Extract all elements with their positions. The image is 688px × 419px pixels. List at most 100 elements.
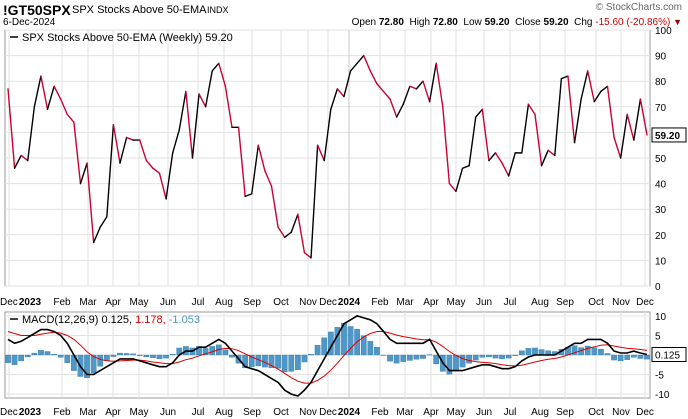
main-series-segment [336,88,345,98]
histogram-bar [275,354,281,369]
main-series-segment [633,98,642,141]
histogram-bar [202,348,209,356]
histogram-bar [163,354,169,359]
histogram-bar [472,354,479,361]
main-series-segment [455,167,464,192]
open-value: 72.80 [378,17,404,28]
main-series-segment [600,85,609,93]
macd-x-tick-label: Jul [192,407,205,418]
histogram-bar [387,354,393,362]
main-series-segment [106,124,115,218]
main-x-tick-label: Feb [53,297,71,308]
main-series-segment [343,70,352,98]
symbol-label: !GT50SPX [3,2,71,18]
main-series-segment [257,144,266,172]
histogram-bar [347,326,354,356]
main-series-segment [567,75,576,144]
main-series-segment [415,80,424,90]
main-series-segment [237,126,246,198]
macd-line [7,315,648,397]
macd-x-tick-label: Oct [588,407,604,418]
main-x-tick-label: Aug [531,297,549,308]
macd-legend-signal: 1.178, [135,314,169,326]
close-value: 59.20 [543,17,569,28]
main-series-segment [46,85,55,111]
main-series-segment [527,103,536,116]
macd-x-tick-label: Dec [319,407,337,418]
chg-label: Chg [574,17,593,28]
histogram-bar [420,354,426,359]
histogram-bar [393,354,400,364]
date-label: 6-Dec-2024 [3,17,56,28]
histogram-bar [24,354,31,358]
histogram-bar [31,352,38,356]
histogram-bar [611,354,617,361]
macd-x-tick-label: Mar [79,407,97,418]
main-series-segment [224,85,233,128]
main-x-tick-label: Aug [215,297,233,308]
histogram-bar [479,354,486,358]
main-x-tick-label: Dec [0,297,18,308]
main-series-segment [435,62,444,108]
histogram-bar [196,346,202,356]
chg-value: -15.60 (-20.86%) [595,17,671,28]
macd-x-tick-label: Apr [105,407,121,418]
date-axes: Dec 2023 Feb Mar Apr May Jun Jul Aug Sep Oct Nov Dec… [0,297,654,418]
main-series-segment [573,98,582,144]
last-value-tag [651,127,687,143]
main-series-segment [534,113,543,167]
open-label: Open [351,17,377,28]
main-x-tick-label: Feb [371,297,389,308]
histogram-bar [314,345,321,356]
main-series-segment [283,231,292,239]
histogram-bar [624,354,631,360]
main-panel: 0102030405060708090100SPX Stocks Above 5… [4,26,687,293]
main-series-segment [363,54,372,72]
main-series-segment [158,172,167,200]
histogram-bar [169,354,176,356]
histogram-bar [110,354,117,357]
macd-x-tick-label: Aug [531,407,549,418]
main-x-tick-label: Apr [423,297,439,308]
main-y-tick-label: 10 [655,256,667,267]
main-x-tick-label: Jun [476,297,492,308]
macd-x-tick-label: Feb [371,407,389,418]
main-series-segment [264,170,273,187]
macd-x-tick-label: Apr [423,407,439,418]
histogram-bar [242,354,248,369]
macd-x-tick-label: Dec [0,407,18,418]
main-series-segment [409,85,418,90]
main-x-tick-label: Mar [396,297,414,308]
main-series-segment [501,162,510,177]
main-x-tick-label: Mar [79,297,97,308]
main-series-segment [152,167,161,175]
histogram-bar [281,354,288,372]
histogram-bar [486,354,492,358]
main-x-tick-label: Nov [299,297,317,308]
main-y-tick-label: 40 [655,180,667,191]
histogram-bar [584,345,591,356]
main-x-tick-label: Dec [319,297,337,308]
main-y-tick-label: 100 [655,26,672,37]
main-series-segment [554,77,563,157]
main-series-segment [297,213,306,254]
histogram-bar [598,348,604,356]
main-x-tick-label: Sep [556,297,574,308]
main-series-segment [349,62,358,72]
main-x-tick-label: May [447,297,466,308]
histogram-bar [143,354,150,358]
main-series-segment [204,70,213,108]
histogram-bar [400,354,407,362]
main-series-segment [20,154,29,162]
histogram-bar [492,354,499,359]
main-series-segment [86,162,95,244]
macd-x-tick-label: Feb [53,407,71,418]
main-y-tick-label: 20 [655,231,667,242]
histogram-bar [229,354,235,358]
macd-legend-hist: -1.053 [169,314,200,326]
main-x-tick-label: Jul [192,297,205,308]
main-series-segment [303,252,312,259]
main-series-segment [178,90,187,131]
histogram-bar [248,354,255,367]
